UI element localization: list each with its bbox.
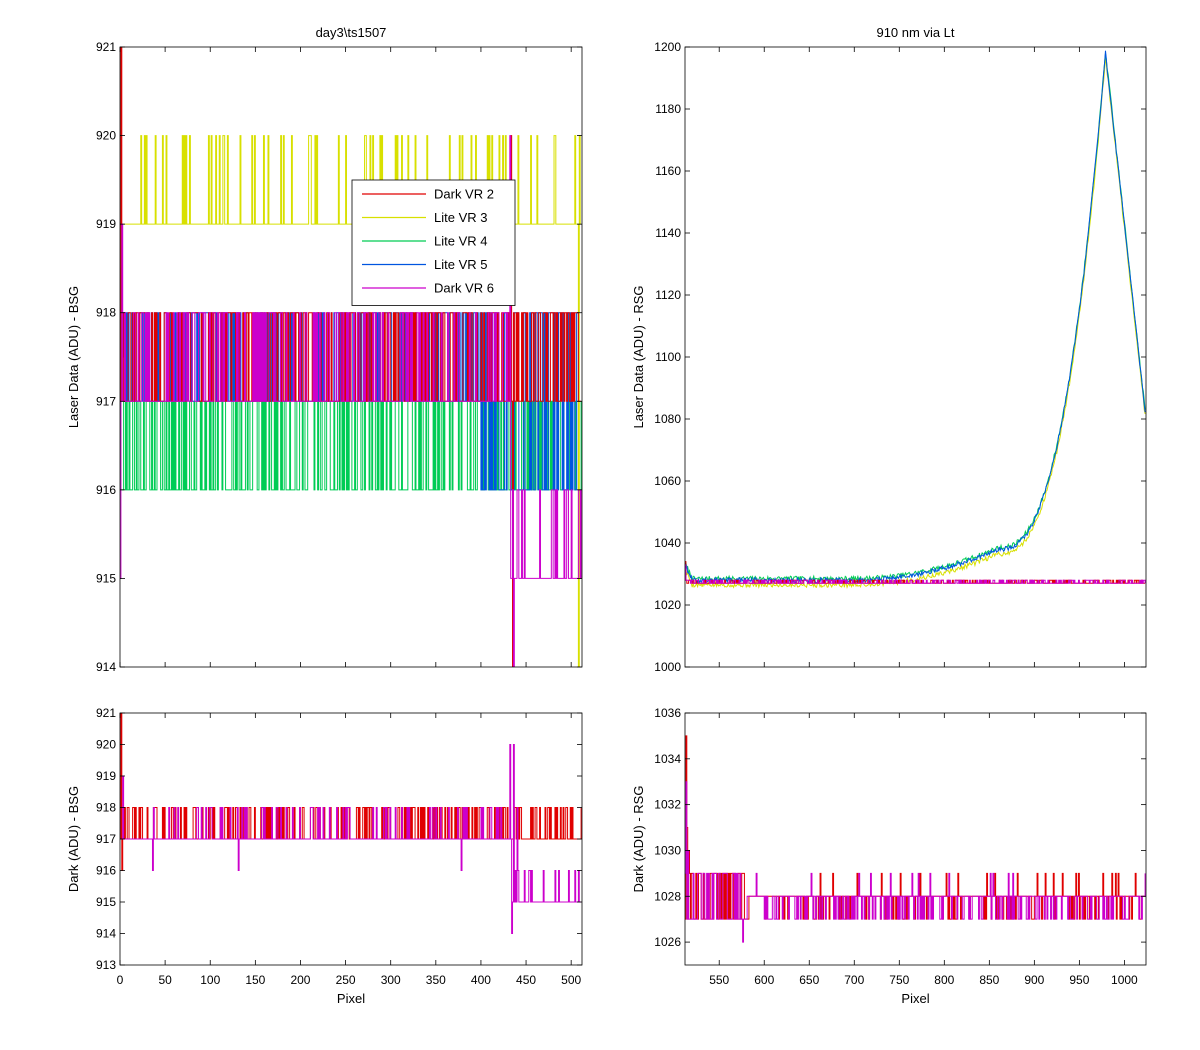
legend-label-lite-vr-3: Lite VR 3 (434, 210, 487, 225)
y-tick-label: 916 (96, 483, 116, 497)
x-tick-label: 950 (1069, 973, 1089, 987)
chart-panel-tl: 914 915 916 917 918 919 920 921 day3\ts1507 Laser… (66, 25, 583, 674)
series-line-dark-vr-6 (685, 781, 1146, 943)
y-tick-label: 920 (96, 738, 116, 752)
x-tick-label: 200 (290, 973, 310, 987)
y-tick-label: 1032 (654, 798, 681, 812)
x-tick-label: 150 (245, 973, 265, 987)
x-tick-label: 750 (889, 973, 909, 987)
x-tick-label: 1000 (1111, 973, 1138, 987)
y-tick-label: 1160 (655, 164, 681, 178)
y-tick-label: 1040 (654, 536, 681, 550)
x-tick-label: 0 (117, 973, 124, 987)
series-line-lite-vr-3 (120, 135, 582, 667)
y-tick-label: 1060 (654, 474, 681, 488)
y-tick-label: 914 (96, 660, 116, 674)
y-tick-label: 1200 (654, 40, 681, 54)
y-tick-label: 1080 (654, 412, 681, 426)
x-tick-label: 350 (426, 973, 446, 987)
series-group (120, 47, 582, 667)
y-tick-label: 1028 (654, 889, 681, 903)
y-tick-label: 919 (96, 217, 116, 231)
legend-label-lite-vr-5: Lite VR 5 (434, 257, 487, 272)
y-tick-label: 1026 (654, 935, 681, 949)
x-tick-label: 250 (336, 973, 356, 987)
legend-label-dark-vr-6: Dark VR 6 (434, 281, 494, 296)
y-tick-label: 919 (96, 769, 116, 783)
y-tick-label: 1140 (655, 226, 681, 240)
legend-label-dark-vr-2: Dark VR 2 (434, 187, 494, 202)
series-group (685, 50, 1146, 589)
plot-frame (119, 46, 583, 668)
y-tick-label: 914 (96, 927, 116, 941)
series-group (685, 735, 1146, 943)
legend: Dark VR 2 Lite VR 3 Lite VR 4 Lite VR 5 Dark… (351, 179, 516, 306)
y-tick-label: 915 (96, 571, 116, 585)
x-tick-label: 50 (158, 973, 172, 987)
chart-panel-br: 1026 1028 1030 1032 1034 1036 550 600 650 700 750 8… (631, 706, 1147, 1006)
y-tick-label: 916 (96, 864, 116, 878)
y-tick-label: 913 (96, 958, 116, 972)
y-tick-label: 921 (96, 40, 116, 54)
y-tick-label: 921 (96, 706, 116, 720)
x-tick-label: 300 (381, 973, 401, 987)
chart-panel-tr: 1000 1020 1040 1060 1080 1100 1120 1140 1160 1180… (631, 25, 1147, 674)
x-tick-label: 650 (799, 973, 819, 987)
x-tick-label: 450 (516, 973, 536, 987)
plot-frame (684, 712, 1147, 966)
x-tick-label: 100 (200, 973, 220, 987)
series-line-dark-vr-6 (120, 744, 582, 934)
y-axis-label: Dark (ADU) - BSG (66, 786, 81, 892)
y-tick-label: 917 (96, 394, 116, 408)
x-tick-label: 500 (561, 973, 581, 987)
y-tick-label: 1000 (654, 660, 681, 674)
x-axis-label: Pixel (337, 991, 365, 1006)
series-line-dark-vr-6 (685, 564, 1146, 584)
chart-title: 910 nm via Lt (876, 25, 954, 40)
y-tick-label: 1034 (654, 752, 681, 766)
y-tick-label: 915 (96, 895, 116, 909)
y-tick-label: 1030 (654, 843, 681, 857)
y-tick-label: 1100 (655, 350, 681, 364)
y-tick-label: 1036 (654, 706, 681, 720)
y-tick-label: 917 (96, 832, 116, 846)
plot-area (685, 47, 1146, 667)
x-tick-label: 600 (754, 973, 774, 987)
y-tick-label: 918 (96, 801, 116, 815)
y-tick-label: 1180 (655, 102, 681, 116)
y-axis-label: Laser Data (ADU) - BSG (66, 286, 81, 428)
x-tick-label: 700 (844, 973, 864, 987)
chart-title: day3\ts1507 (316, 25, 387, 40)
y-axis-label: Laser Data (ADU) - RSG (631, 285, 646, 428)
y-tick-label: 918 (96, 306, 116, 320)
plot-area (685, 713, 1146, 965)
y-tick-label: 1120 (655, 288, 681, 302)
x-tick-label: 800 (934, 973, 954, 987)
y-tick-label: 920 (96, 129, 116, 143)
y-axis-label: Dark (ADU) - RSG (631, 786, 646, 893)
series-line-dark-vr-6 (120, 135, 582, 667)
series-group (120, 713, 582, 934)
x-tick-label: 400 (471, 973, 491, 987)
x-tick-label: 850 (979, 973, 999, 987)
legend-box (351, 179, 516, 306)
y-tick-label: 1020 (654, 598, 681, 612)
x-tick-label: 900 (1024, 973, 1044, 987)
x-tick-label: 550 (709, 973, 729, 987)
legend-label-lite-vr-4: Lite VR 4 (434, 234, 487, 249)
chart-panel-bl: 913 914 915 916 917 918 919 920 921 0 50 100 150 200 2… (66, 706, 583, 1006)
x-axis-label: Pixel (901, 991, 929, 1006)
